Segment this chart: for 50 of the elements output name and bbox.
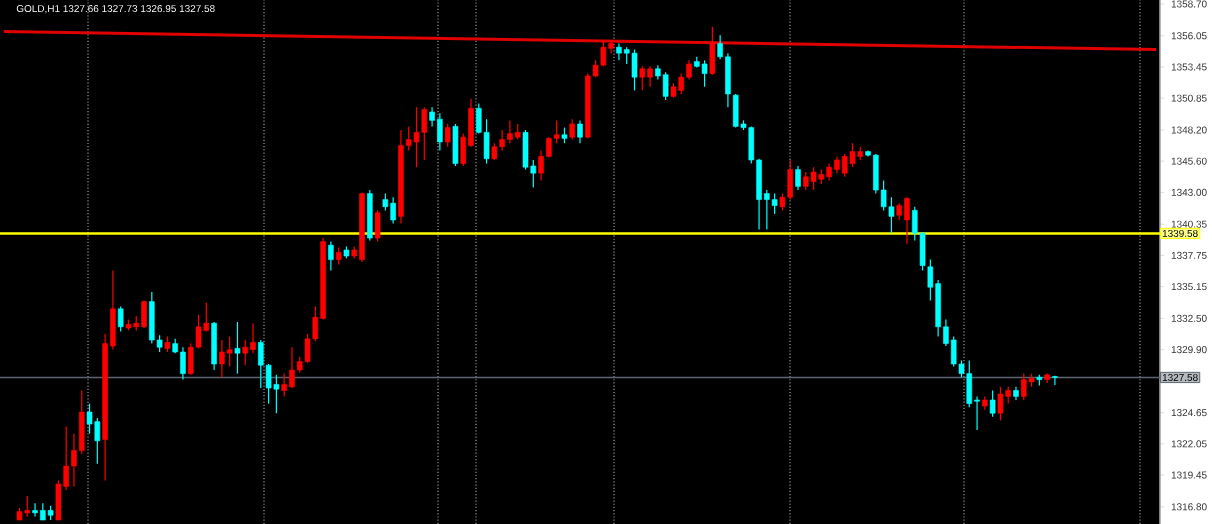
candlestick: [444, 123, 451, 148]
candlestick: [32, 502, 38, 518]
candlestick: [904, 196, 910, 245]
candlestick: [180, 346, 186, 381]
candlestick: [258, 339, 264, 389]
candlestick: [616, 42, 622, 61]
candlestick: [701, 59, 708, 88]
candlestick: [841, 153, 848, 178]
candlestick: [374, 209, 381, 243]
candlestick: [289, 346, 295, 389]
candlestick: [437, 112, 443, 151]
candlestick: [647, 65, 653, 88]
candlestick: [966, 359, 973, 408]
candlestick: [250, 322, 256, 354]
candlestick: [242, 339, 249, 366]
candlestick: [86, 403, 93, 435]
candlestick: [631, 48, 638, 91]
candlestick: [522, 129, 529, 171]
candlestick: [1020, 373, 1027, 401]
candlestick: [24, 495, 31, 518]
candlestick: [413, 106, 420, 168]
candlestick: [577, 119, 583, 144]
candlestick: [795, 165, 801, 191]
candlestick: [639, 65, 646, 91]
candlestick: [787, 159, 793, 201]
candlestick: [94, 417, 101, 465]
candlestick: [211, 321, 217, 371]
candlestick: [234, 321, 241, 375]
candlestick: [226, 335, 233, 368]
candlestick: [507, 119, 513, 144]
candlestick: [569, 118, 576, 141]
candlestick: [149, 291, 155, 345]
candlestick: [997, 386, 1004, 422]
candlestick: [810, 166, 817, 191]
candlestick: [989, 389, 996, 418]
candlestick: [390, 196, 396, 225]
candlestick: [421, 106, 428, 161]
candlestick: [281, 373, 287, 398]
candlestick: [732, 93, 739, 129]
candlestick: [328, 240, 334, 271]
candlestick: [849, 142, 856, 168]
candlestick: [141, 299, 147, 329]
candlestick: [662, 71, 669, 101]
candlestick: [219, 339, 225, 378]
candlestick: [499, 129, 505, 151]
candlestick: [367, 189, 373, 241]
candlestick: [888, 196, 895, 234]
candlestick: [452, 123, 459, 167]
candlestick: [709, 26, 716, 76]
candlestick: [117, 305, 124, 333]
